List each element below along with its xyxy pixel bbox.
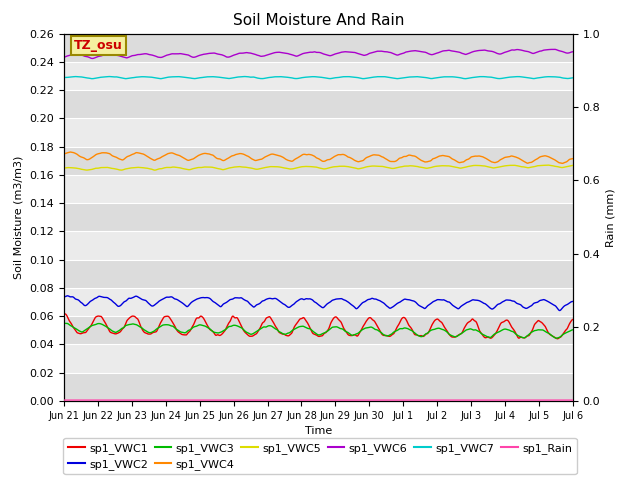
Bar [64,231,573,260]
Legend: sp1_VWC1, sp1_VWC2, sp1_VWC3, sp1_VWC4, sp1_VWC5, sp1_VWC6, sp1_VWC7, sp1_Rain: sp1_VWC1, sp1_VWC2, sp1_VWC3, sp1_VWC4, … [63,438,577,474]
Bar [64,62,573,90]
X-axis label: Time: Time [305,426,332,436]
Y-axis label: Soil Moisture (m3/m3): Soil Moisture (m3/m3) [14,156,24,279]
Bar [64,316,573,344]
Text: TZ_osu: TZ_osu [74,39,123,52]
Bar [64,260,573,288]
Bar [64,34,573,62]
Y-axis label: Rain (mm): Rain (mm) [606,188,616,247]
Bar [64,90,573,119]
Bar [64,119,573,146]
Bar [64,175,573,203]
Bar [64,372,573,401]
Bar [64,288,573,316]
Bar [64,146,573,175]
Bar [64,344,573,372]
Title: Soil Moisture And Rain: Soil Moisture And Rain [233,13,404,28]
Bar [64,203,573,231]
